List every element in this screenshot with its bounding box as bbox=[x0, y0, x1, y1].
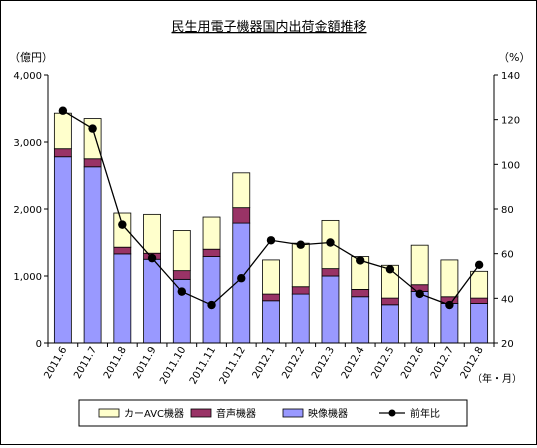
right-tick-label: 20 bbox=[501, 339, 514, 350]
right-tick-label: 100 bbox=[501, 160, 520, 171]
bar-segment-2-2011.7 bbox=[83, 118, 102, 160]
bar-segment-1-2012.5 bbox=[381, 297, 399, 306]
legend: カーAVC機器 音声機器 映像機器 前年比 bbox=[78, 399, 468, 427]
left-tick-label: 0 bbox=[36, 339, 42, 350]
bar-segment-1-2011.12 bbox=[232, 207, 251, 224]
bar-segment-2-2012.7 bbox=[440, 259, 459, 298]
right-axis-unit: （%） bbox=[498, 51, 530, 64]
bar-segment-2-2012.6 bbox=[410, 244, 429, 286]
right-tick-label: 40 bbox=[501, 294, 514, 305]
bar-segment-0-2011.7 bbox=[83, 166, 102, 344]
right-tick-label: 120 bbox=[501, 116, 520, 127]
x-tick-label: 2011.12 bbox=[218, 345, 248, 386]
line-point-2011.12 bbox=[237, 274, 246, 283]
legend-swatch bbox=[282, 408, 304, 418]
line-point-2011.9 bbox=[147, 253, 157, 263]
legend-swatch bbox=[190, 408, 212, 418]
x-tick-label: 2012.4 bbox=[340, 345, 367, 381]
x-tick-label: 2012.2 bbox=[280, 345, 307, 381]
x-tick-label: 2012.7 bbox=[429, 345, 456, 381]
x-tick-label: 2011.6 bbox=[42, 345, 69, 381]
legend-marker bbox=[388, 409, 396, 417]
x-tick-label: 2012.1 bbox=[251, 345, 278, 381]
left-tick-label: 3,000 bbox=[13, 138, 42, 149]
bar-segment-2-2011.11 bbox=[202, 216, 221, 250]
line-point-2012.2 bbox=[296, 240, 305, 249]
line-point-2012.6 bbox=[415, 289, 424, 299]
bar-segment-1-2011.10 bbox=[172, 270, 191, 280]
x-tick-label: 2011.8 bbox=[102, 345, 129, 381]
line-point-2012.1 bbox=[266, 236, 276, 245]
bar-segment-2-2011.8 bbox=[113, 212, 132, 248]
bar-segment-1-2012.3 bbox=[321, 268, 340, 277]
bar-segment-0-2011.8 bbox=[113, 253, 132, 344]
right-tick-label: 60 bbox=[501, 250, 514, 261]
left-tick-label: 2,000 bbox=[13, 205, 42, 216]
bar-segment-0-2012.7 bbox=[440, 303, 459, 344]
line-point-2011.6 bbox=[58, 106, 68, 115]
bar-segment-0-2011.9 bbox=[143, 258, 161, 344]
bar-segment-0-2012.4 bbox=[351, 296, 370, 344]
line-point-2011.7 bbox=[88, 124, 97, 133]
bar-segment-1-2012.2 bbox=[291, 286, 310, 295]
line-point-2011.11 bbox=[207, 300, 216, 310]
x-tick-label: 2011.10 bbox=[158, 345, 188, 386]
bar-segment-2-2011.10 bbox=[172, 230, 191, 272]
legend-label: 音声機器 bbox=[216, 407, 256, 420]
bar-segment-0-2012.8 bbox=[470, 303, 489, 344]
chart-title: 民生用電子機器国内出荷金額推移 bbox=[171, 19, 366, 35]
line-point-2012.5 bbox=[385, 265, 395, 274]
bar-segment-0-2012.3 bbox=[321, 275, 340, 344]
legend-label: 映像機器 bbox=[308, 407, 348, 420]
bar-segment-1-2011.7 bbox=[83, 158, 102, 168]
bars-layer bbox=[53, 112, 489, 344]
line-point-2011.8 bbox=[118, 220, 127, 229]
bar-segment-0-2012.5 bbox=[381, 304, 399, 344]
line-point-2012.8 bbox=[474, 260, 484, 270]
bar-segment-1-2012.8 bbox=[470, 297, 489, 304]
x-tick-label: 2011.11 bbox=[188, 345, 218, 386]
bar-segment-1-2011.11 bbox=[202, 248, 221, 257]
left-axis-unit: （億円） bbox=[9, 51, 53, 64]
line-point-2012.4 bbox=[356, 256, 365, 265]
bar-segment-0-2012.6 bbox=[410, 291, 429, 344]
line-point-2012.3 bbox=[326, 238, 335, 247]
bar-segment-0-2011.6 bbox=[53, 156, 72, 344]
line-point-2012.7 bbox=[445, 300, 454, 310]
x-tick-label: 2012.6 bbox=[399, 345, 426, 381]
bar-segment-1-2012.1 bbox=[262, 293, 280, 302]
x-tick-label: 2011.7 bbox=[72, 345, 99, 381]
line-point-2011.10 bbox=[177, 287, 186, 296]
x-tick-label: 2011.9 bbox=[132, 345, 159, 381]
x-tick-label: 2012.5 bbox=[370, 345, 397, 381]
bar-segment-0-2012.2 bbox=[291, 293, 310, 344]
x-tick-label: 2012.3 bbox=[310, 345, 337, 381]
x-axis-unit: （年・月） bbox=[472, 372, 522, 385]
bar-segment-2-2011.9 bbox=[143, 213, 161, 254]
legend-label: カーAVC機器 bbox=[124, 407, 184, 420]
bar-segment-2-2011.12 bbox=[232, 172, 251, 209]
bar-segment-2-2012.8 bbox=[470, 270, 489, 299]
bar-segment-0-2012.1 bbox=[262, 300, 280, 344]
bar-segment-1-2011.8 bbox=[113, 246, 132, 255]
left-tick-label: 4,000 bbox=[13, 71, 42, 82]
right-tick-label: 80 bbox=[501, 205, 514, 216]
legend-swatch bbox=[98, 408, 120, 418]
bar-segment-1-2011.6 bbox=[53, 148, 72, 158]
axes-layer bbox=[44, 74, 498, 347]
left-tick-label: 1,000 bbox=[13, 272, 42, 283]
right-tick-label: 140 bbox=[501, 71, 520, 82]
legend-label: 前年比 bbox=[410, 407, 440, 420]
bar-segment-2-2012.2 bbox=[291, 242, 310, 288]
bar-segment-2-2012.1 bbox=[262, 259, 280, 295]
bar-segment-1-2012.4 bbox=[351, 288, 370, 298]
line-layer bbox=[58, 106, 484, 310]
bar-segment-2-2011.6 bbox=[53, 112, 72, 150]
